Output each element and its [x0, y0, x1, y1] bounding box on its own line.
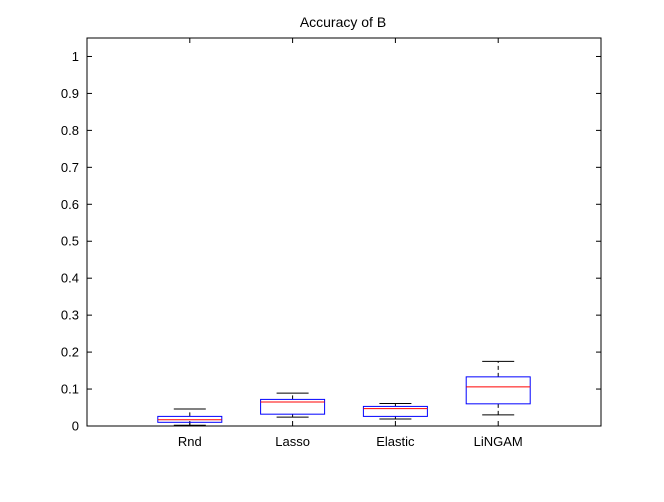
- y-tick-label: 1: [72, 49, 79, 64]
- y-tick-label: 0.7: [61, 160, 79, 175]
- x-tick-label: Rnd: [178, 434, 202, 449]
- box-lasso: [260, 392, 326, 418]
- y-tick-label: 0.3: [61, 308, 79, 323]
- y-tick-label: 0.6: [61, 197, 79, 212]
- axes-frame: [86, 37, 602, 427]
- y-tick-label: 0.4: [61, 271, 79, 286]
- chart-title: Accuracy of B: [300, 14, 386, 30]
- y-tick-label: 0.1: [61, 382, 79, 397]
- boxes: [157, 360, 531, 426]
- interquartile-box: [362, 405, 428, 417]
- box-rnd: [157, 408, 223, 426]
- y-tick-label: 0.2: [61, 345, 79, 360]
- axis-ticks: 0 0.1 0.2 0.3 0.4 0.5 0.6 0.7 0.8 0.9 1 Rnd Lasso Ela…: [61, 38, 601, 449]
- interquartile-box: [465, 376, 531, 405]
- box-elastic: [362, 402, 428, 420]
- x-tick-label: Lasso: [275, 434, 310, 449]
- box-lingam: [465, 360, 531, 416]
- x-tick-label: LiNGAM: [474, 434, 523, 449]
- y-tick-label: 0.8: [61, 123, 79, 138]
- y-tick-label: 0.5: [61, 234, 79, 249]
- y-tick-label: 0: [72, 419, 79, 434]
- y-tick-label: 0.9: [61, 86, 79, 101]
- interquartile-box: [260, 398, 326, 415]
- x-tick-label: Elastic: [376, 434, 415, 449]
